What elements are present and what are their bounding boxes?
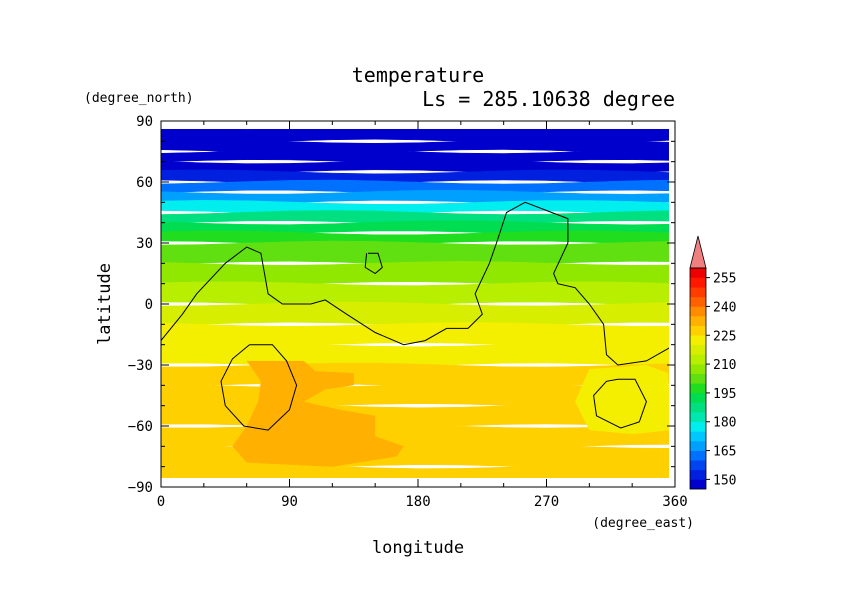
- y-tick-label: 90: [136, 114, 153, 130]
- colorbar-swatch: [690, 383, 706, 394]
- x-tick-label: 180: [405, 494, 430, 510]
- colorbar-swatch: [690, 460, 706, 471]
- colorbar-label: 240: [713, 300, 736, 315]
- temperature-band: [161, 210, 669, 225]
- colorbar-label: 195: [713, 387, 736, 402]
- y-unit-label: (degree_north): [84, 91, 194, 106]
- temperature-band: [161, 464, 669, 478]
- colorbar-swatch: [690, 469, 706, 480]
- x-axis-label: longitude: [372, 538, 464, 558]
- temperature-region: [575, 365, 669, 435]
- colorbar: 255 240 225 210 195 180 165 150: [689, 235, 736, 490]
- x-axis: 0 90 180 270 360: [157, 121, 688, 510]
- colorbar-swatch: [690, 354, 706, 365]
- y-tick-label: −30: [128, 358, 153, 374]
- y-tick-label: 60: [136, 175, 153, 191]
- x-tick-label: 90: [281, 494, 298, 510]
- colorbar-swatch: [690, 306, 706, 317]
- colorbar-label: 210: [713, 358, 736, 373]
- colorbar-swatch: [690, 440, 706, 451]
- colorbar-label: 180: [713, 416, 736, 431]
- y-tick-label: 0: [145, 297, 153, 313]
- colorbar-swatch: [690, 392, 706, 403]
- temperature-region: [232, 360, 404, 467]
- chart-subtitle: Ls = 285.10638 degree: [422, 87, 675, 111]
- y-tick-label: −60: [128, 419, 153, 435]
- colorbar-label: 255: [713, 272, 736, 287]
- temperature-band: [161, 240, 669, 266]
- colorbar-swatch: [690, 287, 706, 298]
- x-tick-label: 360: [662, 494, 687, 510]
- y-tick-label: 30: [136, 236, 153, 252]
- x-tick-label: 0: [157, 494, 165, 510]
- colorbar-label: 225: [713, 329, 736, 344]
- colorbar-swatch: [690, 325, 706, 336]
- colorbar-extension: [689, 235, 707, 269]
- x-unit-label: (degree_east): [592, 516, 694, 531]
- colorbar-swatch: [690, 268, 706, 278]
- colorbar-swatch: [690, 402, 706, 413]
- temperature-band: [161, 281, 669, 307]
- temperature-field: [161, 129, 669, 478]
- colorbar-swatch: [690, 364, 706, 374]
- chart-title: temperature: [352, 63, 484, 87]
- temperature-band: [161, 301, 669, 327]
- y-tick-label: −90: [128, 480, 153, 496]
- contour-lines: [161, 201, 669, 431]
- colorbar-frame: [689, 267, 707, 490]
- temperature-band: [161, 149, 669, 164]
- colorbar-swatch: [690, 431, 706, 442]
- colorbar-swatch: [690, 412, 706, 423]
- colorbar-swatch: [690, 479, 706, 490]
- x-tick-label: 270: [534, 494, 559, 510]
- temperature-band: [161, 179, 669, 195]
- colorbar-swatch: [690, 421, 706, 432]
- colorbar-swatch: [690, 373, 706, 384]
- y-axis: 90 60 30 0 −30 −60 −90: [128, 114, 675, 496]
- colorbar-label: 165: [713, 445, 736, 460]
- colorbar-swatch: [690, 335, 706, 346]
- contour-line: [161, 201, 669, 366]
- colorbar-swatch: [690, 344, 706, 355]
- contour-line: [593, 378, 647, 429]
- colorbar-swatch: [690, 316, 706, 326]
- colorbar-swatch: [690, 296, 706, 307]
- colorbar-swatch: [690, 450, 706, 461]
- y-axis-label: latitude: [95, 263, 115, 345]
- colorbar-swatch: [690, 277, 706, 288]
- contour-line: [364, 252, 383, 275]
- colorbar-label: 150: [713, 473, 736, 488]
- contour-line: [220, 344, 298, 431]
